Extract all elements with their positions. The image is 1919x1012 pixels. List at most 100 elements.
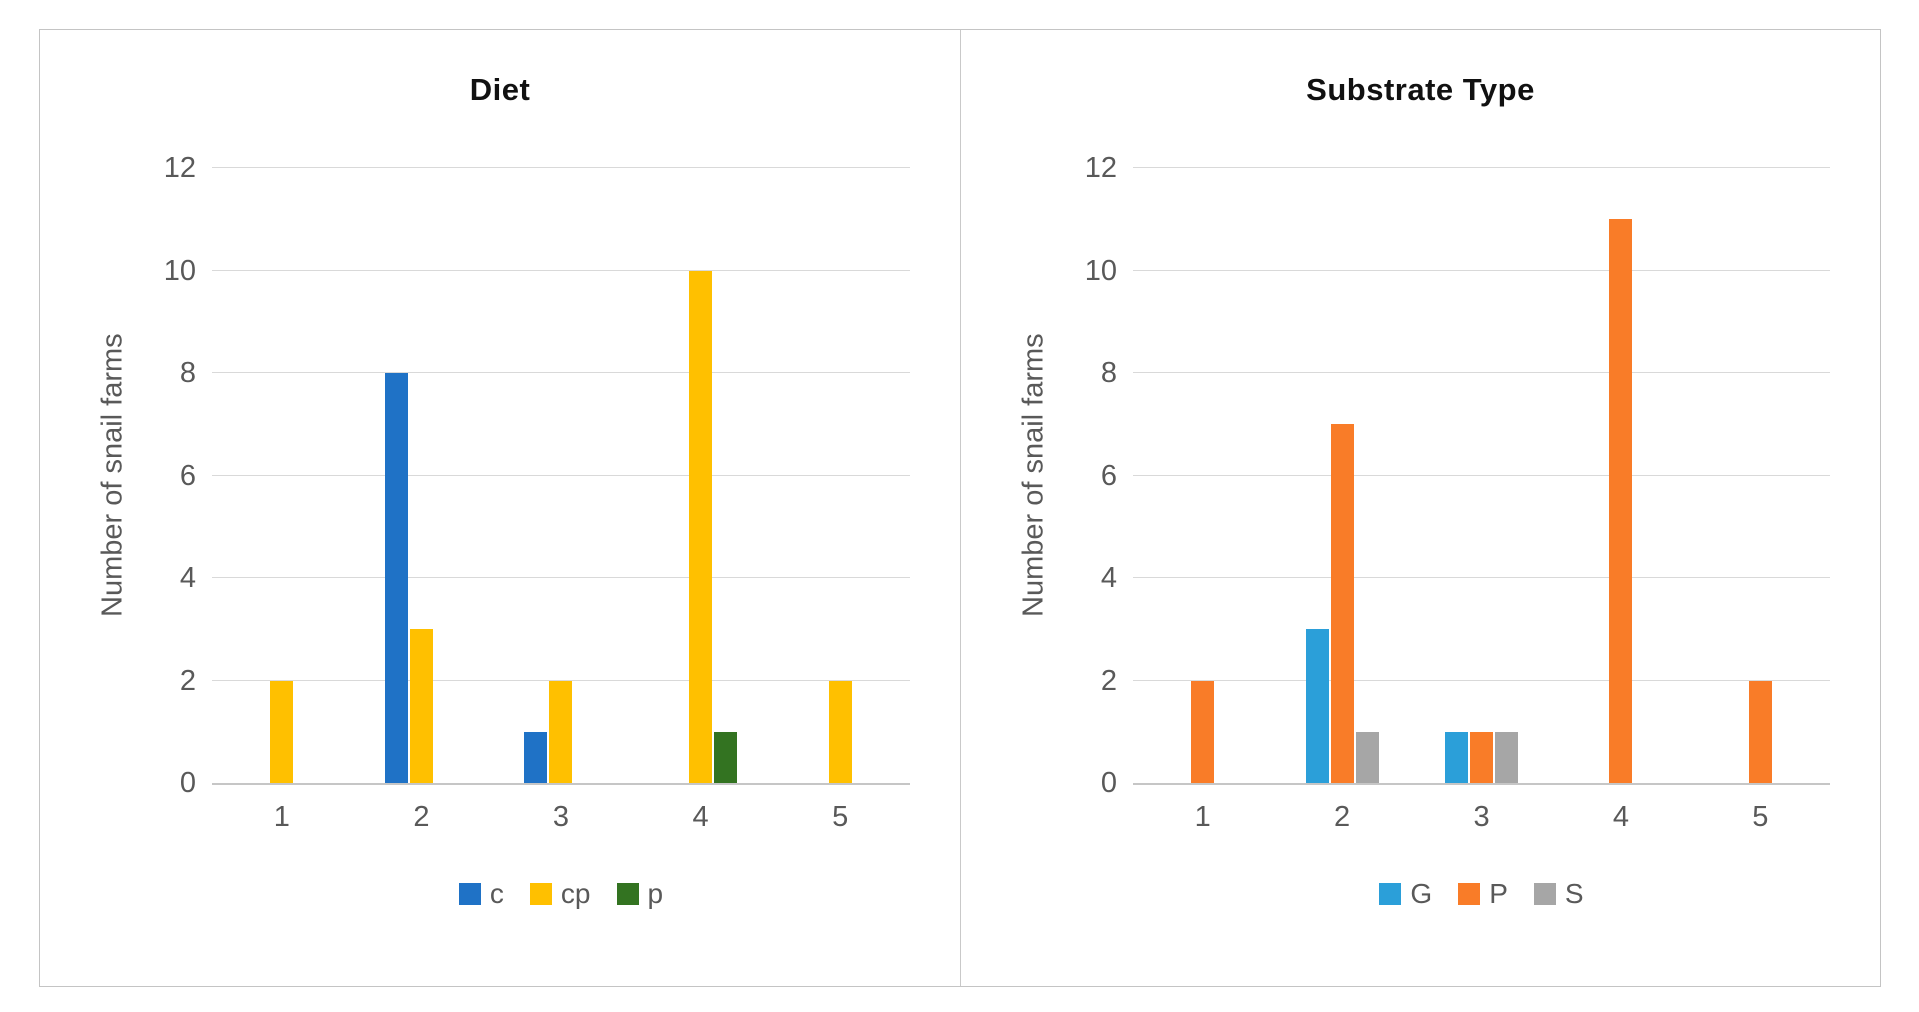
x-tick-label-5: 5 <box>1752 801 1769 833</box>
category-group-5 <box>770 168 910 783</box>
y-tick-label-6: 6 <box>179 459 196 492</box>
x-tick-label-3: 3 <box>1473 801 1490 833</box>
bar-P-3 <box>1470 731 1494 783</box>
x-tick-label-2: 2 <box>413 801 430 833</box>
gridline-y2 <box>1133 679 1830 681</box>
legend-label-cp: cp <box>560 878 591 909</box>
category-group-4 <box>631 168 771 783</box>
gridline-y12 <box>212 167 910 168</box>
legend-item-S: S <box>1533 878 1584 910</box>
gridline-y10 <box>1133 269 1830 271</box>
gridline-y12 <box>1133 167 1830 168</box>
legend-swatch-p <box>616 883 639 905</box>
y-tick-label-10: 10 <box>1084 254 1117 287</box>
gridline-y2 <box>212 679 910 681</box>
legend-item-p: p <box>616 878 664 910</box>
y-tick-label-0: 0 <box>179 767 196 799</box>
bar-P-5 <box>1748 680 1772 783</box>
bar-c-3 <box>524 731 548 783</box>
legend-swatch-S <box>1533 883 1556 905</box>
bar-groups <box>212 168 910 783</box>
y-tick-label-6: 6 <box>1100 459 1117 492</box>
diet-x-axis-labels: 1 2 3 4 5 <box>212 801 910 834</box>
gridline-y8 <box>1133 372 1830 373</box>
bar-P-2 <box>1330 424 1354 783</box>
category-group-4 <box>1551 168 1690 783</box>
gridline-y8 <box>212 372 910 373</box>
category-group-2 <box>1272 168 1411 783</box>
gridline-y6 <box>212 474 910 476</box>
bar-p-4 <box>714 731 738 783</box>
substrate-chart-title: Substrate Type <box>1306 72 1535 107</box>
legend-item-G: G <box>1379 878 1432 910</box>
bar-cp-4 <box>689 270 713 783</box>
bar-groups <box>1133 168 1830 783</box>
substrate-x-axis-labels: 1 2 3 4 5 <box>1133 801 1830 834</box>
category-group-3 <box>1412 168 1551 783</box>
diet-y-axis-title: Number of snail farms <box>96 333 129 618</box>
x-tick-label-4: 4 <box>1612 801 1629 833</box>
diet-legend: c cp p <box>212 878 910 910</box>
bar-c-2 <box>384 373 408 783</box>
legend-swatch-cp <box>529 883 552 905</box>
gridline-y4 <box>212 577 910 578</box>
diet-y-axis-ticks: 0 2 4 6 8 10 12 <box>136 153 196 798</box>
legend-label-G: G <box>1410 878 1433 909</box>
bar-P-4 <box>1609 219 1633 783</box>
y-tick-label-2: 2 <box>179 664 196 697</box>
legend-label-c: c <box>489 878 504 909</box>
legend-item-P: P <box>1458 878 1508 910</box>
y-tick-label-4: 4 <box>179 562 196 594</box>
y-tick-label-8: 8 <box>179 357 196 389</box>
x-tick-label-3: 3 <box>552 801 570 833</box>
category-group-3 <box>491 168 631 783</box>
y-tick-label-0: 0 <box>1100 767 1117 799</box>
x-tick-label-1: 1 <box>1194 801 1211 833</box>
bar-G-2 <box>1305 629 1329 783</box>
y-tick-label-10: 10 <box>163 254 196 287</box>
gridline-y4 <box>1133 577 1830 578</box>
legend-label-p: p <box>647 878 664 909</box>
category-group-5 <box>1691 168 1830 783</box>
legend-swatch-G <box>1379 883 1402 905</box>
substrate-chart-panel: Substrate Type Number of snail farms 0 2 4… <box>960 30 1880 986</box>
category-group-1 <box>1133 168 1272 783</box>
x-tick-label-2: 2 <box>1334 801 1351 833</box>
y-tick-label-12: 12 <box>1084 152 1117 184</box>
y-tick-label-12: 12 <box>163 152 196 184</box>
diet-plot-area <box>212 167 910 785</box>
legend-item-cp: cp <box>529 878 591 910</box>
bar-cp-2 <box>409 629 433 783</box>
y-tick-label-4: 4 <box>1100 562 1117 594</box>
legend-item-c: c <box>458 878 504 910</box>
diet-chart-title: Diet <box>469 72 531 107</box>
y-tick-label-8: 8 <box>1100 357 1117 389</box>
category-group-2 <box>352 168 492 783</box>
substrate-plot-area <box>1133 167 1830 785</box>
bar-cp-3 <box>549 680 573 783</box>
legend-label-P: P <box>1489 878 1508 909</box>
gridline-y10 <box>212 269 910 271</box>
substrate-y-axis-title: Number of snail farms <box>1017 333 1050 618</box>
legend-label-S: S <box>1564 878 1584 909</box>
bar-G-3 <box>1445 731 1469 783</box>
legend-swatch-c <box>458 883 481 905</box>
bar-S-3 <box>1495 731 1519 783</box>
substrate-plot-column: 1 2 3 4 5 G P S <box>1133 167 1830 910</box>
diet-plot-column: 1 2 3 4 5 c cp p <box>212 167 910 910</box>
x-tick-label-5: 5 <box>832 801 849 833</box>
bar-cp-1 <box>270 680 294 783</box>
substrate-y-axis-ticks: 0 2 4 6 8 10 12 <box>1057 153 1117 798</box>
y-tick-label-2: 2 <box>1100 664 1117 697</box>
bar-P-1 <box>1191 680 1215 783</box>
x-tick-label-1: 1 <box>273 801 290 833</box>
bar-cp-5 <box>828 680 852 783</box>
legend-swatch-P <box>1458 883 1481 905</box>
x-tick-label-4: 4 <box>692 801 709 833</box>
gridline-y6 <box>1133 474 1830 476</box>
